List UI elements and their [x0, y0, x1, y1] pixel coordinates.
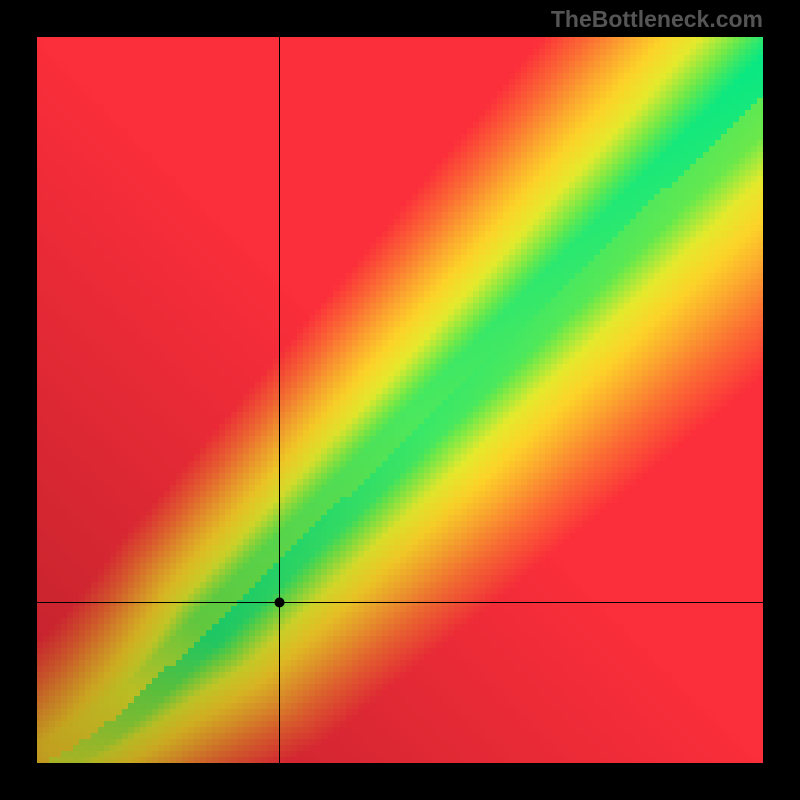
bottleneck-heatmap	[37, 37, 763, 763]
watermark-text: TheBottleneck.com	[551, 6, 763, 33]
